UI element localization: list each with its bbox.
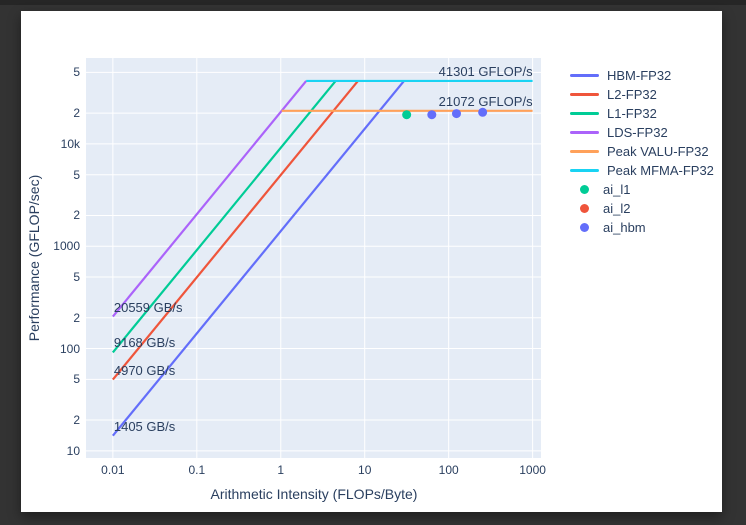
legend-label: LDS-FP32 — [607, 125, 668, 140]
legend-line-swatch — [570, 93, 599, 96]
legend-item-Peak VALU-FP32[interactable]: Peak VALU-FP32 — [570, 142, 714, 161]
legend-label: L2-FP32 — [607, 87, 657, 102]
y-tick-label: 5 — [73, 372, 80, 387]
legend-dot-swatch — [580, 204, 589, 213]
legend-line-swatch — [570, 150, 599, 153]
legend-dot-swatch — [580, 223, 589, 232]
window-top-strip — [0, 0, 746, 5]
y-tick-label: 2 — [73, 413, 80, 428]
y-tick-label: 2 — [73, 310, 80, 325]
annotation-LDS-FP32: 20559 GB/s — [113, 299, 183, 315]
y-tick-label: 5 — [73, 65, 80, 80]
y-tick-label: 2 — [73, 208, 80, 223]
legend-item-L1-FP32[interactable]: L1-FP32 — [570, 104, 714, 123]
legend-item-LDS-FP32[interactable]: LDS-FP32 — [570, 123, 714, 142]
annotation-HBM-FP32: 1405 GB/s — [113, 418, 176, 434]
x-tick-label: 100 — [438, 463, 459, 477]
y-tick-label: 100 — [59, 341, 80, 356]
legend-dot-swatch — [580, 185, 589, 194]
legend-item-ai_l1[interactable]: ai_l1 — [570, 180, 714, 199]
x-tick-label: 1000 — [519, 463, 546, 477]
legend-line-swatch — [570, 131, 599, 134]
y-axis-title: Performance (GFLOP/sec) — [26, 174, 42, 342]
legend-item-L2-FP32[interactable]: L2-FP32 — [570, 85, 714, 104]
annotation-Peak MFMA-FP32: 41301 GFLOP/s — [438, 63, 533, 79]
legend-label: L1-FP32 — [607, 106, 657, 121]
y-tick-label: 1000 — [53, 239, 80, 254]
legend-item-ai_hbm[interactable]: ai_hbm — [570, 218, 714, 237]
x-tick-label: 10 — [358, 463, 372, 477]
legend-item-HBM-FP32[interactable]: HBM-FP32 — [570, 66, 714, 85]
x-axis-title: Arithmetic Intensity (FLOPs/Byte) — [210, 486, 418, 502]
y-tick-label: 2 — [73, 106, 80, 121]
legend-item-ai_l2[interactable]: ai_l2 — [570, 199, 714, 218]
legend-label: ai_l1 — [603, 182, 631, 197]
annotation-Peak VALU-FP32: 21072 GFLOP/s — [438, 93, 533, 109]
x-tick-label: 0.01 — [101, 463, 125, 477]
annotation-L1-FP32: 9168 GB/s — [113, 335, 176, 351]
legend: HBM-FP32 L2-FP32 L1-FP32 LDS-FP32 Peak VALU-… — [570, 66, 714, 237]
legend-label: Peak VALU-FP32 — [607, 144, 709, 159]
plot-area[interactable] — [86, 58, 541, 458]
legend-label: Peak MFMA-FP32 — [607, 163, 714, 178]
legend-label: ai_l2 — [603, 201, 631, 216]
legend-line-swatch — [570, 112, 599, 115]
x-tick-label: 0.1 — [188, 463, 206, 477]
legend-line-swatch — [570, 169, 599, 172]
legend-item-Peak MFMA-FP32[interactable]: Peak MFMA-FP32 — [570, 161, 714, 180]
y-tick-label: 5 — [73, 270, 80, 285]
y-tick-label: 5 — [73, 167, 80, 182]
annotation-L2-FP32: 4970 GB/s — [113, 362, 176, 378]
y-tick-label: 10 — [66, 443, 80, 458]
legend-label: HBM-FP32 — [607, 68, 672, 83]
x-tick-label: 1 — [277, 463, 285, 477]
y-tick-label: 10k — [60, 136, 80, 151]
legend-label: ai_hbm — [603, 220, 646, 235]
legend-line-swatch — [570, 74, 599, 77]
